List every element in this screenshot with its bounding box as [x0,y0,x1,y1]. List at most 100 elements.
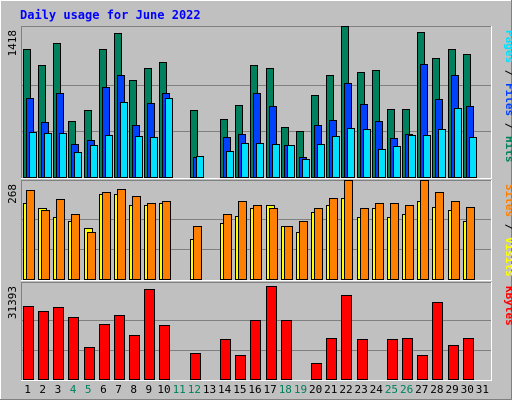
bar-sites-29 [451,201,460,280]
x-tick-label-28: 28 [430,383,443,396]
bar-pages-3 [59,133,67,178]
bar-sites-20 [314,208,323,280]
x-tick-label-9: 9 [146,383,153,396]
x-tick-label-11: 11 [173,383,186,396]
side-label-segment: KBytes [503,286,512,326]
x-tick-label-1: 1 [24,383,31,396]
bar-kbytes-30 [463,338,474,380]
bar-sites-28 [435,192,444,280]
bar-pages-12 [196,156,204,178]
x-tick-label-27: 27 [415,383,428,396]
bar-sites-19 [299,221,308,280]
bar-sites-15 [238,201,247,280]
bar-kbytes-1 [23,306,34,380]
bar-kbytes-2 [38,311,49,380]
bar-sites-30 [466,207,475,280]
bar-pages-5 [90,145,98,178]
bar-sites-3 [56,199,65,280]
bar-kbytes-15 [235,355,246,380]
bar-pages-2 [44,133,52,178]
bar-pages-30 [469,137,477,178]
bar-kbytes-3 [53,307,64,380]
x-tick-label-14: 14 [218,383,232,396]
x-tick-label-2: 2 [39,383,46,396]
bar-kbytes-29 [448,345,459,380]
side-label-segment: Pages [503,30,512,63]
bar-pages-25 [393,146,401,178]
bar-sites-1 [26,190,35,280]
bar-pages-18 [287,145,295,178]
x-tick-label-6: 6 [100,383,107,396]
bar-pages-6 [105,135,113,178]
x-tick-label-8: 8 [130,383,137,396]
bar-pages-20 [317,144,325,178]
side-label-segment: / [503,217,512,237]
bar-sites-4 [71,214,80,280]
bar-sites-14 [223,214,232,280]
bar-sites-12 [193,226,202,280]
bar-pages-28 [438,129,446,178]
side-label-segment: Sites [503,184,512,217]
x-tick-label-29: 29 [445,383,458,396]
hits-panel: 1418 Pages / Files / Hits [6,26,512,179]
bar-kbytes-7 [114,315,125,380]
x-tick-label-5: 5 [85,383,92,396]
bar-kbytes-5 [84,347,95,380]
x-tick-label-25: 25 [385,383,398,396]
bar-sites-27 [420,180,429,280]
bar-sites-7 [117,189,126,280]
bar-sites-25 [390,203,399,280]
bar-kbytes-25 [387,339,398,380]
bar-sites-9 [147,203,156,280]
bar-pages-22 [347,128,355,178]
bar-pages-16 [256,143,264,178]
side-label-segment: / [503,63,512,83]
panel-side-label: Sites / Visits [503,184,512,277]
bar-kbytes-6 [99,324,110,380]
bar-kbytes-12 [190,353,201,380]
x-tick-label-3: 3 [55,383,62,396]
x-tick-label-12: 12 [188,383,201,396]
bar-pages-21 [332,136,340,178]
x-tick-label-10: 10 [157,383,170,396]
bar-kbytes-26 [402,338,413,380]
panel-side-label: Pages / Files / Hits [503,30,512,163]
x-tick-label-21: 21 [324,383,337,396]
x-tick-label-30: 30 [461,383,474,396]
bar-pages-17 [272,144,280,178]
bar-sites-22 [344,180,353,280]
bar-kbytes-8 [129,335,140,380]
bar-kbytes-18 [281,320,292,380]
series-kbytes [23,286,474,380]
chart-title: Daily usage for June 2022 [20,8,201,22]
bar-kbytes-10 [159,325,170,380]
bar-sites-21 [329,198,338,280]
bar-sites-26 [405,205,414,280]
bar-sites-24 [375,203,384,280]
bar-sites-5 [87,232,96,280]
bar-pages-1 [29,132,37,178]
visits-panel: 268 Sites / Visits [6,180,512,281]
x-tick-label-22: 22 [339,383,352,396]
bar-pages-9 [150,137,158,178]
bar-pages-8 [135,136,143,178]
bar-kbytes-20 [311,363,322,380]
bar-kbytes-28 [432,302,443,380]
bar-pages-23 [363,129,371,178]
x-tick-label-4: 4 [70,383,77,396]
x-tick-label-23: 23 [355,383,368,396]
x-tick-label-17: 17 [264,383,277,396]
x-tick-label-26: 26 [400,383,413,396]
x-tick-label-20: 20 [309,383,322,396]
bar-pages-19 [302,159,310,178]
bar-sites-23 [360,208,369,280]
side-label-segment: Visits [503,237,512,277]
x-tick-label-19: 19 [294,383,307,396]
side-label-segment: Files [503,83,512,116]
side-label-segment: Hits [503,136,512,163]
x-tick-label-13: 13 [203,383,216,396]
bar-sites-16 [253,205,262,280]
bar-kbytes-9 [144,289,155,380]
bar-kbytes-22 [341,295,352,380]
